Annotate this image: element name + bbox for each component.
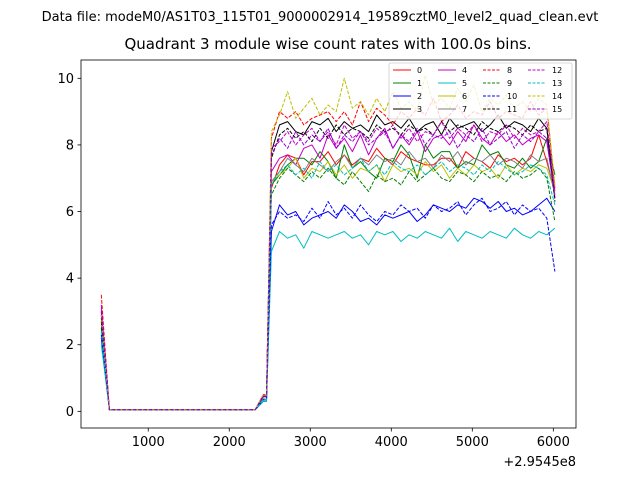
- x-offset-label: +2.9545e8: [503, 455, 576, 470]
- x-tick-label-1000: 1000: [132, 435, 165, 450]
- legend-label-7: 7: [462, 105, 467, 114]
- legend-label-0: 0: [417, 66, 422, 75]
- legend-label-8: 8: [507, 66, 512, 75]
- series-line-12: [100, 121, 556, 411]
- x-tick-label-3000: 3000: [294, 435, 327, 450]
- legend-label-14: 14: [552, 92, 562, 101]
- series-lines: [100, 74, 556, 411]
- legend-label-13: 13: [552, 79, 562, 88]
- legend-label-6: 6: [462, 92, 467, 101]
- y-tick-label-6: 6: [66, 205, 74, 220]
- series-line-11: [100, 121, 556, 411]
- legend-label-1: 1: [417, 79, 422, 88]
- legend-label-5: 5: [462, 79, 467, 88]
- x-tick-label-6000: 6000: [537, 435, 570, 450]
- x-tick-label-4000: 4000: [375, 435, 408, 450]
- plot-area: 1000 2000 3000 4000 5000 60000246810012345678…: [57, 59, 577, 450]
- y-tick-label-8: 8: [66, 138, 74, 153]
- legend-label-3: 3: [417, 105, 422, 114]
- y-tick-label-2: 2: [66, 338, 74, 353]
- legend-label-9: 9: [507, 79, 512, 88]
- series-line-15: [100, 127, 556, 411]
- legend-label-15: 15: [552, 105, 562, 114]
- y-tick-label-4: 4: [66, 272, 74, 287]
- axes-frame: [80, 59, 577, 429]
- legend-box: [388, 62, 573, 120]
- x-tick-label-5000: 5000: [456, 435, 489, 450]
- legend-label-12: 12: [552, 66, 562, 75]
- legend-label-2: 2: [417, 92, 422, 101]
- chart-title: Quadrant 3 module wise count rates with …: [124, 35, 531, 53]
- legend-label-4: 4: [462, 66, 467, 75]
- y-tick-label-10: 10: [57, 72, 74, 87]
- legend-label-10: 10: [507, 92, 517, 101]
- series-line-13: [100, 157, 556, 411]
- figure-suptitle: Data file: modeM0/AS1T03_115T01_90000029…: [42, 10, 599, 25]
- legend-label-11: 11: [507, 105, 517, 114]
- x-tick-label-2000: 2000: [213, 435, 246, 450]
- y-tick-label-0: 0: [66, 405, 74, 420]
